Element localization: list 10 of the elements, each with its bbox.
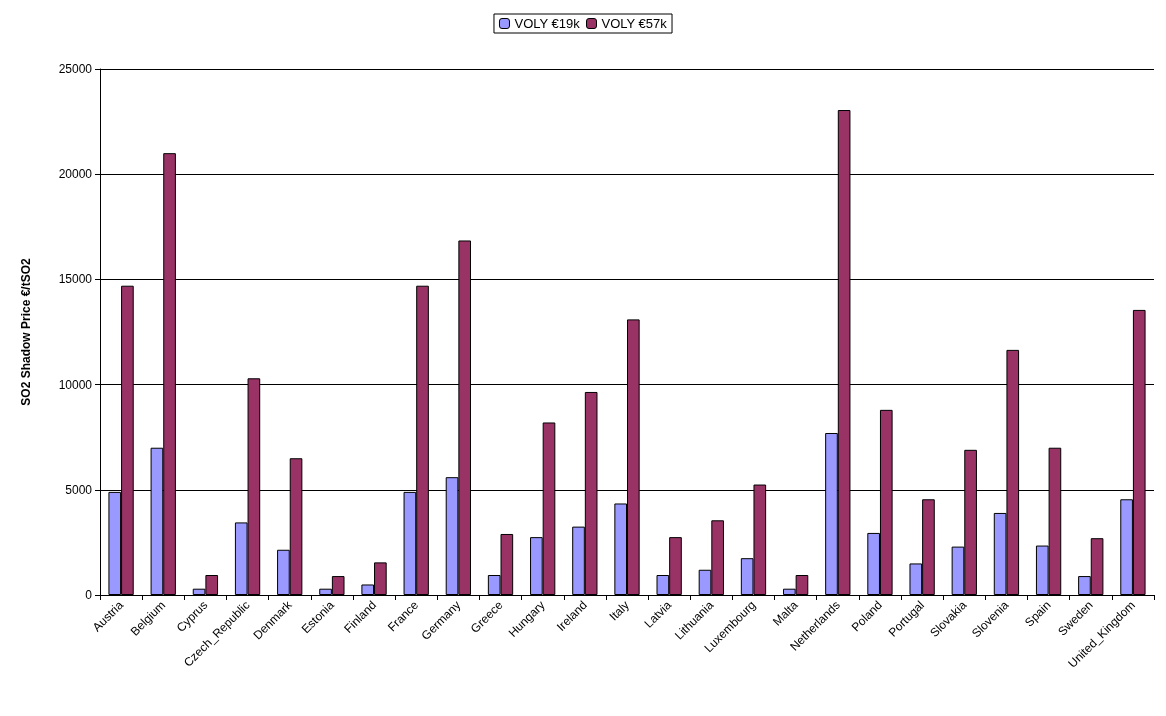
y-tick-label: 0 (85, 588, 93, 602)
legend-label: VOLY €57k (601, 16, 668, 31)
y-tick-label: 10000 (58, 377, 93, 392)
y-tick-label: 25000 (58, 62, 93, 76)
y-tick-label: 15000 (58, 272, 93, 287)
y-tick-label: 5000 (65, 482, 93, 497)
x-tick-label: Italy (606, 598, 632, 624)
y-tick-label: 20000 (58, 167, 93, 182)
legend-label: VOLY €19k (514, 16, 581, 31)
y-axis-title: SO2 Shadow Price €/tSO2 (19, 257, 33, 406)
